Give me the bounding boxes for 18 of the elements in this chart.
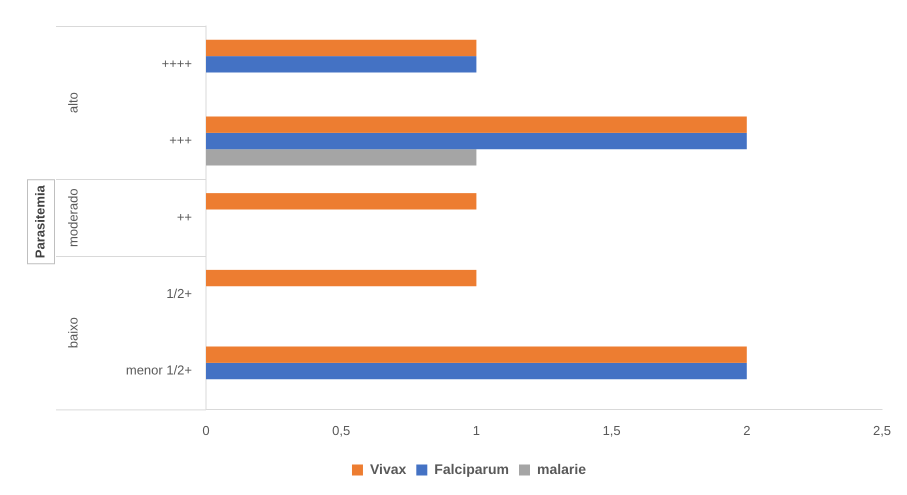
y-tick-label: ++ <box>176 209 192 224</box>
legend-label: Vivax <box>370 460 407 477</box>
y-tick-label: menor 1/2+ <box>126 362 192 378</box>
x-tick-label: 1 <box>472 422 480 438</box>
legend-label: Falciparum <box>434 460 510 477</box>
text: moderado <box>66 188 81 247</box>
text: Parasitemia <box>32 184 48 258</box>
text: baixo <box>66 317 81 348</box>
x-tick-label: 2 <box>743 422 750 438</box>
y-tick-label: ++++ <box>162 56 192 71</box>
x-tick-label: 0,5 <box>332 422 350 438</box>
x-tick-label: 1,5 <box>602 422 621 438</box>
text: alto <box>66 92 81 114</box>
y-tick-label: 1/2+ <box>166 286 192 301</box>
x-tick-label: 2,5 <box>872 422 892 438</box>
legend-label: malarie <box>536 460 586 477</box>
x-tick-label: 0 <box>202 422 210 438</box>
y-tick-label: +++ <box>169 132 192 148</box>
